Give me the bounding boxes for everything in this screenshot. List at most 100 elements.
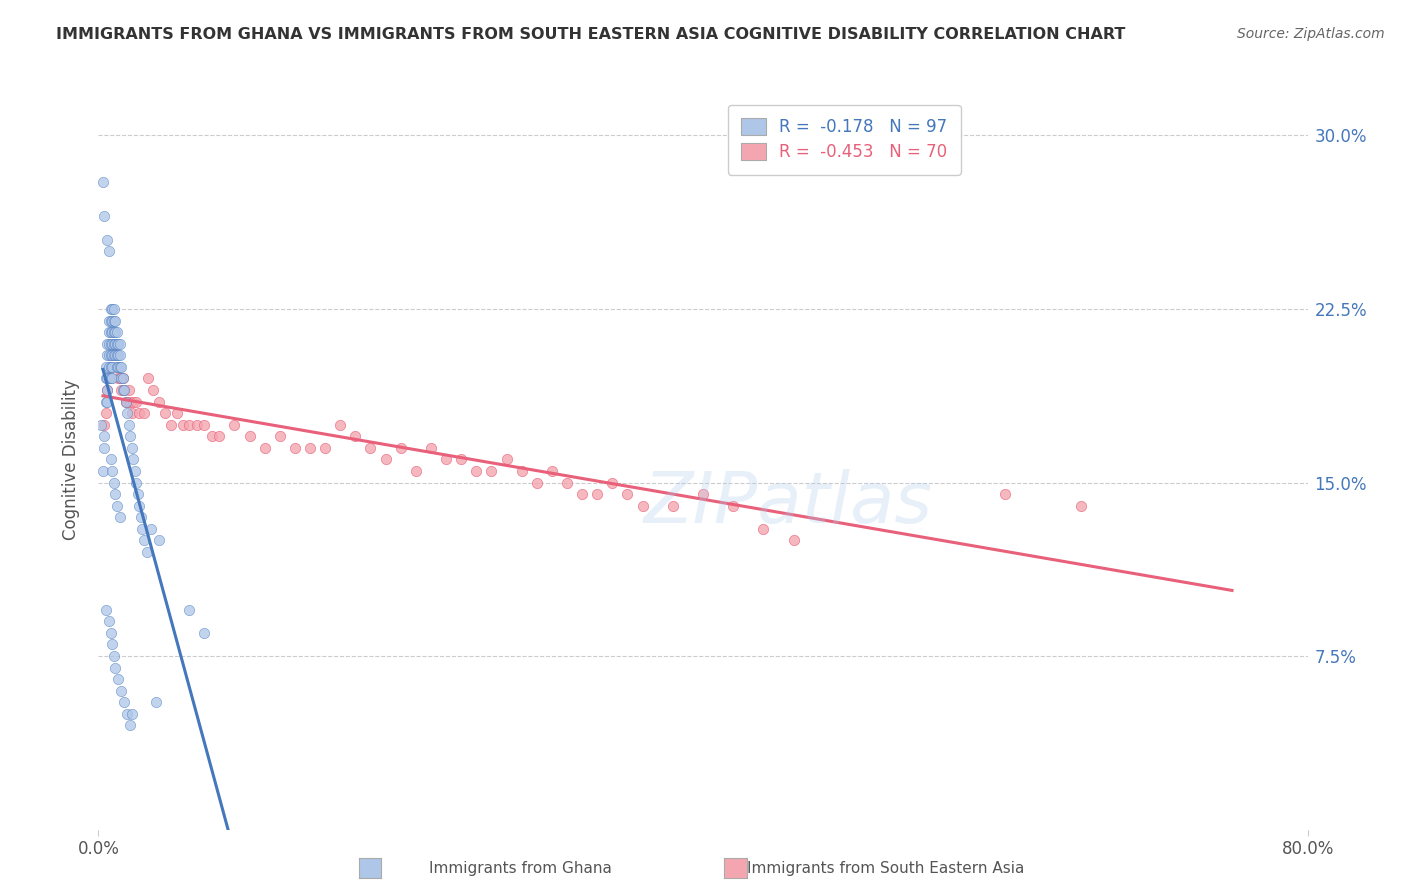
Point	[540, 464, 562, 478]
Point	[98, 359, 121, 374]
Point	[100, 626, 122, 640]
Point	[104, 487, 127, 501]
Point	[120, 718, 142, 732]
Point	[103, 313, 125, 327]
Point	[495, 452, 517, 467]
Point	[186, 417, 208, 432]
Point	[98, 615, 121, 629]
Point	[108, 510, 131, 524]
Point	[96, 383, 118, 397]
Point	[128, 406, 150, 420]
Point	[118, 417, 141, 432]
Point	[571, 487, 593, 501]
Point	[107, 348, 129, 362]
Point	[104, 348, 127, 362]
Point	[723, 499, 745, 513]
Point	[153, 406, 176, 420]
Point	[121, 406, 143, 420]
Point	[145, 695, 167, 709]
Point	[344, 429, 367, 443]
Point	[94, 394, 117, 409]
Text: IMMIGRANTS FROM GHANA VS IMMIGRANTS FROM SOUTH EASTERN ASIA COGNITIVE DISABILITY: IMMIGRANTS FROM GHANA VS IMMIGRANTS FROM…	[56, 27, 1126, 42]
Point	[481, 464, 503, 478]
Point	[104, 313, 127, 327]
Point	[120, 429, 142, 443]
Point	[128, 499, 150, 513]
Point	[253, 441, 276, 455]
Point	[115, 706, 138, 721]
Point	[125, 394, 148, 409]
Point	[96, 371, 118, 385]
Point	[96, 348, 118, 362]
Point	[118, 383, 141, 397]
Point	[661, 499, 683, 513]
Point	[100, 452, 122, 467]
Point	[994, 487, 1017, 501]
Text: Immigrants from Ghana: Immigrants from Ghana	[429, 861, 612, 876]
Point	[405, 464, 427, 478]
Point	[114, 394, 136, 409]
Point	[107, 336, 129, 351]
Point	[108, 359, 131, 374]
Point	[465, 464, 488, 478]
Point	[100, 313, 122, 327]
Point	[98, 336, 121, 351]
Point	[142, 383, 165, 397]
Point	[100, 359, 122, 374]
Point	[284, 441, 307, 455]
Point	[96, 383, 118, 397]
Point	[104, 348, 127, 362]
Point	[103, 475, 125, 490]
Y-axis label: Cognitive Disability: Cognitive Disability	[62, 379, 80, 540]
Point	[98, 325, 121, 339]
Point	[329, 417, 352, 432]
Point	[132, 533, 155, 548]
Point	[101, 301, 124, 316]
Point	[93, 429, 115, 443]
Point	[299, 441, 322, 455]
Point	[132, 406, 155, 420]
Point	[105, 499, 128, 513]
Point	[103, 336, 125, 351]
Point	[201, 429, 224, 443]
Point	[783, 533, 806, 548]
Point	[104, 660, 127, 674]
Point	[101, 325, 124, 339]
Point	[94, 406, 117, 420]
Point	[105, 336, 128, 351]
Point	[108, 348, 131, 362]
Point	[112, 383, 135, 397]
Point	[129, 510, 152, 524]
Point	[111, 371, 134, 385]
Point	[510, 464, 533, 478]
Point	[631, 499, 654, 513]
Point	[131, 522, 153, 536]
Point	[100, 348, 122, 362]
Point	[555, 475, 578, 490]
Text: ZIPatlas: ZIPatlas	[643, 469, 932, 538]
Point	[103, 336, 125, 351]
Point	[91, 175, 114, 189]
Text: Source: ZipAtlas.com: Source: ZipAtlas.com	[1237, 27, 1385, 41]
Point	[101, 336, 124, 351]
Point	[101, 359, 124, 374]
Point	[100, 325, 122, 339]
Point	[115, 406, 138, 420]
Point	[107, 359, 129, 374]
Point	[105, 359, 128, 374]
Point	[141, 522, 163, 536]
Point	[239, 429, 262, 443]
Point	[96, 336, 118, 351]
Point	[103, 301, 125, 316]
Point	[101, 348, 124, 362]
Point	[90, 417, 112, 432]
Point	[111, 383, 134, 397]
Point	[450, 452, 472, 467]
Point	[526, 475, 548, 490]
Point	[314, 441, 336, 455]
Point	[389, 441, 412, 455]
Point	[110, 383, 132, 397]
Point	[127, 487, 149, 501]
Point	[110, 359, 132, 374]
Point	[602, 475, 624, 490]
